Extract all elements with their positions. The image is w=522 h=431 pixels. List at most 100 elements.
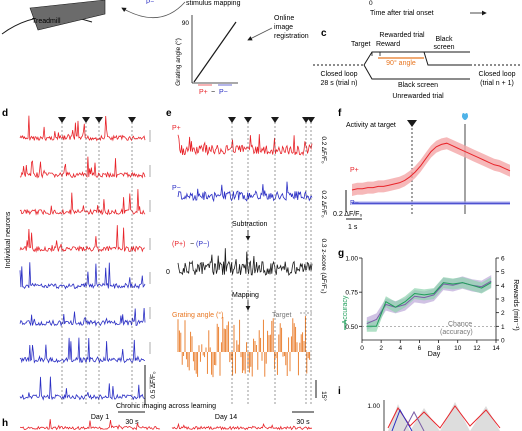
stimulus-mapping-label: stimulus mapping (186, 0, 241, 7)
panel-d: d Individual neurons 0.5 ΔF/F₀ 30 s (2, 108, 157, 426)
f-pplus-line (351, 142, 511, 191)
f-title: Activity at target (346, 122, 396, 129)
grating-angle-axis-label: Grating angle (°) (174, 38, 182, 86)
neuron-trace-6 (19, 307, 146, 328)
grating-y-tick: 90 (182, 20, 190, 27)
diff-label-minus: − (190, 241, 194, 248)
trial-n1-label: (trial n + 1) (480, 80, 514, 87)
g-right-tick-label: 5 (501, 269, 505, 276)
panel-i: i 1.00 (338, 386, 501, 431)
d-ylabel: Individual neurons (5, 211, 12, 268)
rewarded-trial-label: Rewarded trial (379, 32, 425, 39)
e-zscore-scale: 0.3 z-score (ΔF/F₀) (320, 238, 327, 293)
g-right-tick-label: 2 (501, 310, 505, 317)
g-right-tick-label: 3 (501, 297, 505, 304)
e-population-traces (177, 117, 317, 405)
online-label-3: registration (274, 33, 309, 40)
treadmill-label: Treadmill (32, 18, 61, 25)
panel-b-fragment: 0 Time after trial onset (369, 0, 487, 17)
closed-loop-right: Closed loop (479, 71, 516, 78)
f-pplus: P+ (350, 167, 359, 174)
h-day14-trace (171, 422, 313, 431)
mapping-x-pminus: P− (219, 89, 228, 96)
mapping-x-pplus: P+ (199, 89, 208, 96)
e-pplus-trace (177, 134, 313, 157)
monitor-screen-icon (29, 0, 106, 31)
neuron-traces (19, 115, 151, 405)
g-right-tick-label: 6 (501, 256, 505, 263)
panel-h: h Chronic imaging across learning Day 1 … (2, 403, 313, 431)
chance-label-1: Chance (448, 321, 472, 328)
g-x-tick-label: 10 (454, 345, 462, 352)
d-scale-x: 30 s (125, 419, 139, 426)
h-day1-trace (19, 419, 161, 431)
h-day14: Day 14 (215, 414, 237, 421)
panel-label-d: d (2, 108, 8, 119)
panel-f: f Activity at target P+ P− 0.2 ΔF/F₀ 1 s (333, 108, 511, 231)
g-left-axis-label: Accuracy (342, 295, 349, 324)
e-pminus: P− (172, 185, 181, 192)
g-x-tick-label: 2 (379, 345, 383, 352)
panel-a: Treadmill P− stimulus mapping Grating an… (1, 0, 309, 96)
panel-label-h: h (2, 418, 8, 429)
h-chronic-traces (19, 419, 313, 431)
g-xlabel: Day (428, 351, 441, 358)
f-scale-y: 0.2 ΔF/F₀ (333, 211, 362, 218)
panel-label-g: g (338, 248, 344, 259)
online-label-2: image (274, 24, 293, 31)
e-angle-scale: 15° (320, 391, 328, 401)
d-target-marker-icon (58, 117, 66, 123)
i-gray-band (388, 402, 500, 431)
e-target-label: Target (272, 312, 292, 319)
mapping-x-minus: − (211, 89, 215, 96)
e-scale-top: 0.2 ΔF/F₀ (320, 136, 327, 164)
i-y-tick: 1.00 (367, 403, 380, 410)
panel-e: e P+ P− 0.2 ΔF/F₀ 0.2 ΔF/F₀ Subtraction … (166, 108, 328, 426)
h-title: Chronic imaging across learning (116, 403, 216, 410)
e-target-marker-icon (228, 117, 236, 123)
g-left-tick-label: 0.75 (345, 290, 358, 297)
f-pminus: P− (350, 200, 359, 207)
d-target-marker-icon (82, 117, 90, 123)
neuron-trace-1 (19, 115, 146, 142)
g-left-tick-label: 1.00 (345, 256, 358, 263)
black-screen-top-1: Black (435, 36, 453, 43)
i-chart (383, 400, 501, 431)
neuron-trace-3 (19, 189, 146, 216)
feedback-arrow (121, 1, 186, 19)
panel-label-f: f (338, 108, 342, 119)
f-activity-plot (351, 137, 511, 205)
online-label-1: Online (274, 15, 294, 22)
neuron-trace-4 (19, 225, 145, 253)
e-pminus-trace (177, 181, 313, 203)
d-target-marker-icon (128, 117, 136, 123)
g-x-tick-label: 12 (473, 345, 481, 352)
black-screen-top-2: screen (433, 44, 454, 51)
g-x-tick-label: 4 (398, 345, 402, 352)
g-right-tick-label: 0 (501, 338, 505, 345)
g-x-tick-label: 0 (360, 345, 364, 352)
panel-label-c: c (321, 28, 327, 39)
water-drop-icon (462, 113, 468, 120)
angle-label: 90° angle (386, 59, 416, 67)
e-target-marker-icon (271, 117, 279, 123)
g-right-tick-label: 4 (501, 283, 505, 290)
panel-label-e: e (166, 108, 172, 119)
d-scale-y: 0.5 ΔF/F₀ (150, 371, 157, 399)
g-x-tick-label: 8 (437, 345, 441, 352)
g-x-tick-label: 6 (418, 345, 422, 352)
d-target-marker-icon (95, 117, 103, 123)
e-target-marker-icon (307, 117, 315, 123)
e-time-scale: 30 s (296, 419, 310, 426)
diff-label-b: (P−) (196, 241, 209, 248)
unrewarded-trial-label: Unrewarded trial (392, 93, 444, 100)
diff-label-a: (P+) (172, 241, 185, 248)
reward-label: Reward (376, 41, 400, 48)
g-right-axis-label: Rewards (min⁻¹) (512, 279, 519, 331)
g-rewards-band (366, 275, 492, 330)
black-screen-bottom: Black screen (398, 82, 438, 89)
mapping-line (193, 21, 237, 83)
mapping-label: Mapping (232, 292, 259, 299)
